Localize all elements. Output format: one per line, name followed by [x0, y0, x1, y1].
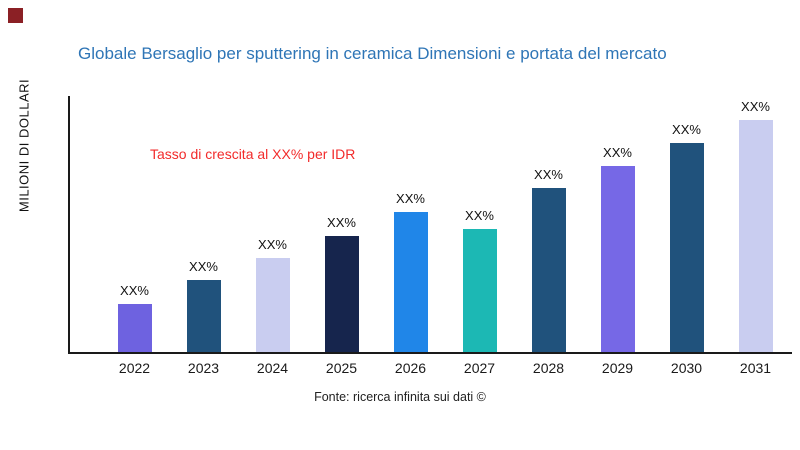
bar: [117, 304, 152, 352]
bar-value-label: XX%: [396, 191, 425, 206]
bar-column: XX%: [721, 96, 790, 352]
bar: [531, 188, 566, 352]
x-tick-label: 2026: [394, 360, 427, 376]
bar-value-label: XX%: [258, 237, 287, 252]
corner-mark: [8, 8, 23, 23]
x-tick-label: 2031: [739, 360, 772, 376]
x-tick-label: 2028: [532, 360, 565, 376]
x-tick-label: 2027: [463, 360, 496, 376]
bar-column: XX%: [169, 96, 238, 352]
bar: [393, 212, 428, 352]
bar-column: XX%: [583, 96, 652, 352]
bar-value-label: XX%: [534, 167, 563, 182]
x-axis-line: [68, 352, 792, 354]
y-axis-line: [68, 96, 70, 353]
chart-title: Globale Bersaglio per sputtering in cera…: [78, 44, 667, 63]
bar-column: XX%: [238, 96, 307, 352]
bar-value-label: XX%: [603, 145, 632, 160]
bar: [186, 280, 221, 352]
bar-value-label: XX%: [465, 208, 494, 223]
bar: [255, 258, 290, 352]
bar-column: XX%: [514, 96, 583, 352]
x-tick-label: 2030: [670, 360, 703, 376]
bar-column: XX%: [652, 96, 721, 352]
x-tick-label: 2022: [118, 360, 151, 376]
x-tick-label: 2024: [256, 360, 289, 376]
bar-column: XX%: [445, 96, 514, 352]
bar-column: XX%: [376, 96, 445, 352]
bar: [738, 120, 773, 352]
bar: [324, 236, 359, 352]
bar-value-label: XX%: [120, 283, 149, 298]
bar-value-label: XX%: [741, 99, 770, 114]
plot-area: XX% XX% XX% XX% XX% XX% XX% XX% XX% XX%: [100, 96, 790, 352]
bar: [462, 229, 497, 352]
bar-column: XX%: [307, 96, 376, 352]
x-tick-label: 2029: [601, 360, 634, 376]
x-axis-ticks: 2022 2023 2024 2025 2026 2027 2028 2029 2030 2031: [100, 360, 790, 376]
x-tick-label: 2025: [325, 360, 358, 376]
y-axis-label: MILIONI DI DOLLARI: [16, 78, 32, 213]
bar-value-label: XX%: [189, 259, 218, 274]
bar-column: XX%: [100, 96, 169, 352]
source-note: Fonte: ricerca infinita sui dati ©: [314, 390, 486, 404]
growth-rate-annotation: Tasso di crescita al XX% per IDR: [150, 146, 356, 162]
bar: [600, 166, 635, 352]
bar: [669, 143, 704, 352]
bar-value-label: XX%: [327, 215, 356, 230]
bar-value-label: XX%: [672, 122, 701, 137]
x-tick-label: 2023: [187, 360, 220, 376]
